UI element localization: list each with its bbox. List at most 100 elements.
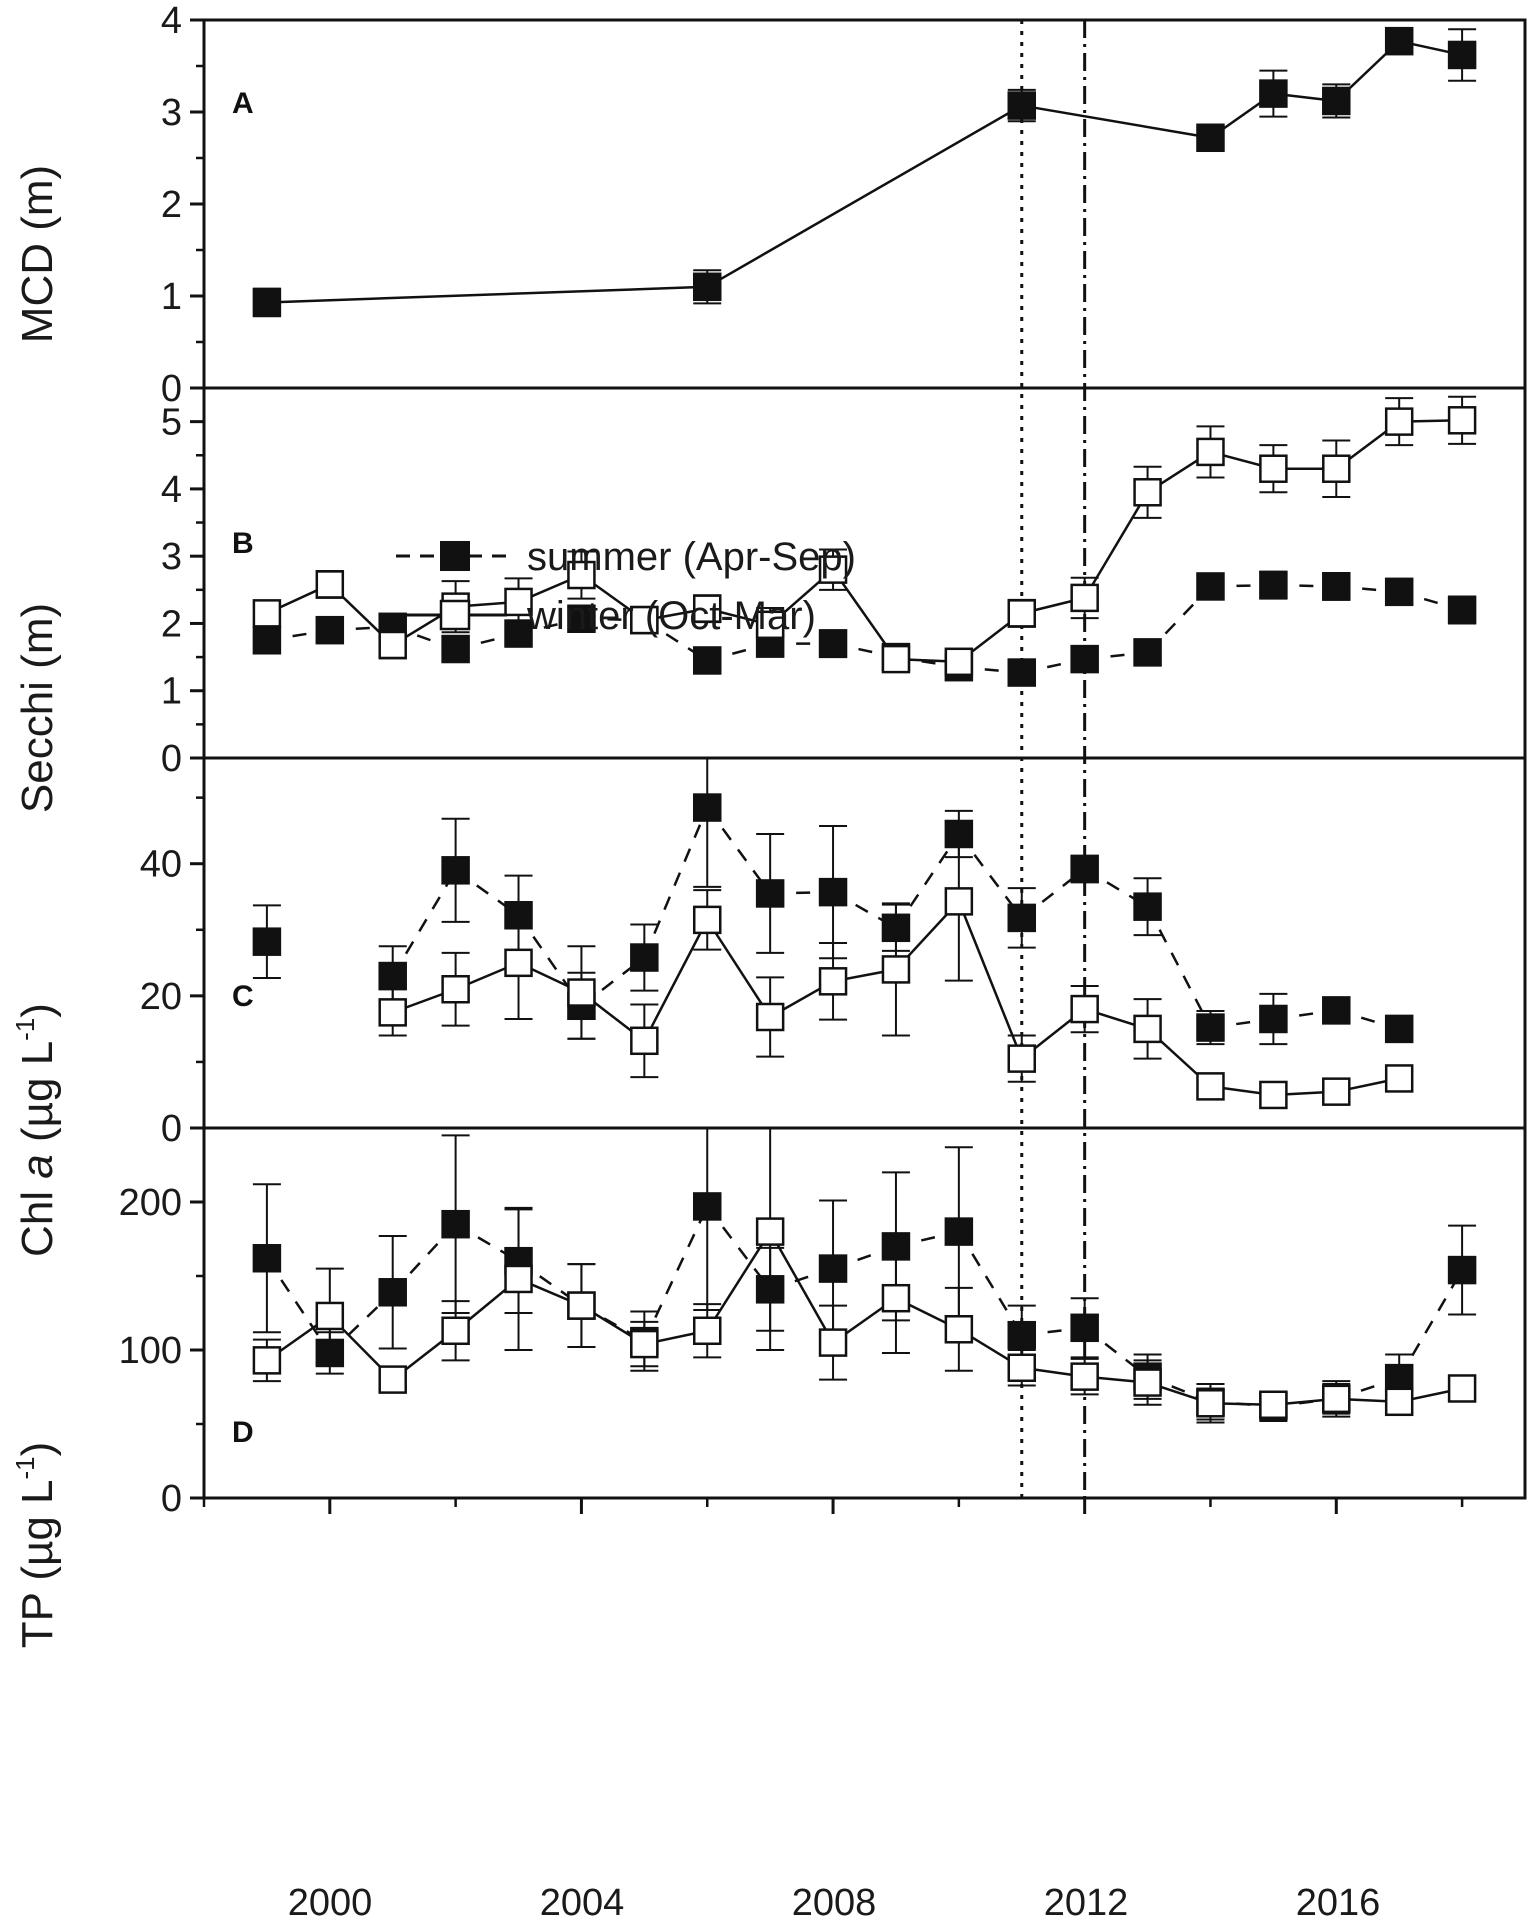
data-point-summer: [1384, 577, 1414, 607]
y-axis-title-d: TP (µg L-1): [10, 1442, 62, 1649]
data-point-winter: [755, 1217, 785, 1246]
data-point-winter: [1133, 1368, 1162, 1397]
data-point-summer: [1259, 570, 1288, 600]
panel-frame: [202, 756, 1527, 1130]
series-line-summer: [1398, 1269, 1464, 1379]
data-point-winter: [1384, 1387, 1414, 1417]
y-axis-title-d-main: TP (µg L: [13, 1479, 62, 1648]
data-point-winter: [315, 570, 345, 599]
data-point-summer: [1447, 1255, 1477, 1285]
series-line-winter: [1083, 491, 1149, 599]
data-point-winter: [1196, 1072, 1225, 1101]
y-axis-title-c: Chl a (µg L-1): [10, 1003, 62, 1257]
data-point-summer: [1070, 1313, 1099, 1343]
data-point-winter: [1322, 1384, 1351, 1414]
data-point-winter: [818, 555, 848, 584]
x-tick-label: 2016: [1296, 1882, 1381, 1921]
legend-winter-label: winter (Oct-Mar): [526, 594, 816, 638]
data-point-summer: [378, 961, 407, 991]
data-point-winter: [315, 1301, 345, 1331]
data-point-summer: [441, 1209, 470, 1239]
x-tick-label: 2012: [1044, 1882, 1129, 1921]
data-point-winter: [1259, 1390, 1288, 1420]
data-point-winter: [818, 967, 848, 996]
panel-letter-c: C: [232, 980, 254, 1013]
data-point-summer: [692, 646, 722, 675]
data-point-summer: [378, 1278, 407, 1307]
data-point-summer: [1196, 572, 1225, 601]
y-axis-title-d-close: ): [13, 1442, 62, 1457]
series-line-winter: [832, 568, 897, 660]
series-line-summer: [1021, 104, 1211, 139]
data-point-summer: [1196, 1013, 1225, 1042]
x-tick-label: 2004: [540, 1882, 625, 1921]
data-point-summer: [755, 879, 785, 908]
data-point-winter: [1133, 1014, 1162, 1044]
data-point-summer: [252, 288, 282, 317]
data-point-summer: [1322, 86, 1351, 116]
data-point-summer: [1447, 40, 1477, 70]
data-point-winter: [1447, 1374, 1477, 1403]
data-point-winter: [378, 998, 407, 1027]
data-point-summer: [818, 629, 848, 658]
y-tick-label: 3: [161, 92, 182, 134]
y-tick-label: 0: [161, 368, 182, 410]
data-point-winter: [692, 1316, 722, 1346]
data-point-summer: [944, 1217, 974, 1246]
data-point-winter: [755, 1002, 785, 1032]
data-point-summer: [1070, 644, 1099, 674]
data-point-summer: [252, 927, 282, 956]
legend-winter-marker: [439, 599, 471, 631]
data-point-summer: [1259, 79, 1288, 108]
y-tick-label: 4: [161, 0, 182, 42]
data-point-summer: [1007, 903, 1037, 933]
series-line-summer: [266, 285, 708, 304]
data-point-winter: [881, 644, 911, 674]
y-tick-label: 0: [161, 738, 182, 780]
data-point-winter: [1196, 1389, 1225, 1418]
y-tick-label: 1: [161, 276, 182, 318]
y-axis-title-c-main: Chl: [13, 1179, 62, 1257]
data-point-winter: [252, 1346, 282, 1375]
data-point-winter: [1196, 437, 1225, 467]
y-tick-label: 2: [161, 603, 182, 645]
series-line-winter: [706, 1230, 772, 1332]
data-point-summer: [630, 943, 659, 972]
data-point-winter: [1007, 599, 1037, 628]
data-point-winter: [630, 605, 659, 635]
panel-d: 0 100 200: [119, 1126, 1527, 1520]
data-point-winter: [378, 1365, 407, 1394]
data-point-summer: [441, 856, 470, 885]
y-tick-label: 20: [140, 976, 182, 1018]
data-point-summer: [818, 877, 848, 907]
series-line-summer: [643, 807, 709, 959]
y-tick-label: 2: [161, 184, 182, 226]
panel-a: 0 1 2 3 4: [161, 0, 1527, 410]
panel-frame: [202, 1126, 1527, 1500]
data-point-winter: [1007, 1044, 1037, 1073]
series-line-winter: [643, 919, 709, 1042]
data-point-summer: [1384, 26, 1414, 56]
data-point-summer: [1447, 595, 1477, 625]
data-point-winter: [692, 594, 722, 623]
y-tick-label: 5: [161, 402, 182, 444]
panel-c: 0 20 40: [140, 756, 1527, 1150]
series-line-winter: [769, 1230, 835, 1344]
y-tick-label: 200: [119, 1182, 182, 1224]
data-point-winter: [944, 647, 974, 677]
legend-summer-label: summer (Apr-Sep): [527, 535, 856, 579]
data-point-winter: [1070, 994, 1099, 1024]
data-point-winter: [252, 599, 282, 628]
legend-summer-marker: [440, 541, 470, 571]
data-point-winter: [881, 1283, 911, 1313]
y-tick-label: 0: [161, 1478, 182, 1520]
y-axis-title-c-sup: -1: [10, 1018, 40, 1041]
data-point-winter: [378, 630, 407, 660]
data-point-summer: [1196, 123, 1225, 153]
data-point-winter: [567, 560, 596, 590]
data-point-winter: [567, 1291, 596, 1320]
data-point-winter: [1384, 407, 1414, 436]
data-point-winter: [1322, 454, 1351, 483]
series-line-summer: [265, 1257, 331, 1354]
data-point-summer: [1322, 572, 1351, 601]
